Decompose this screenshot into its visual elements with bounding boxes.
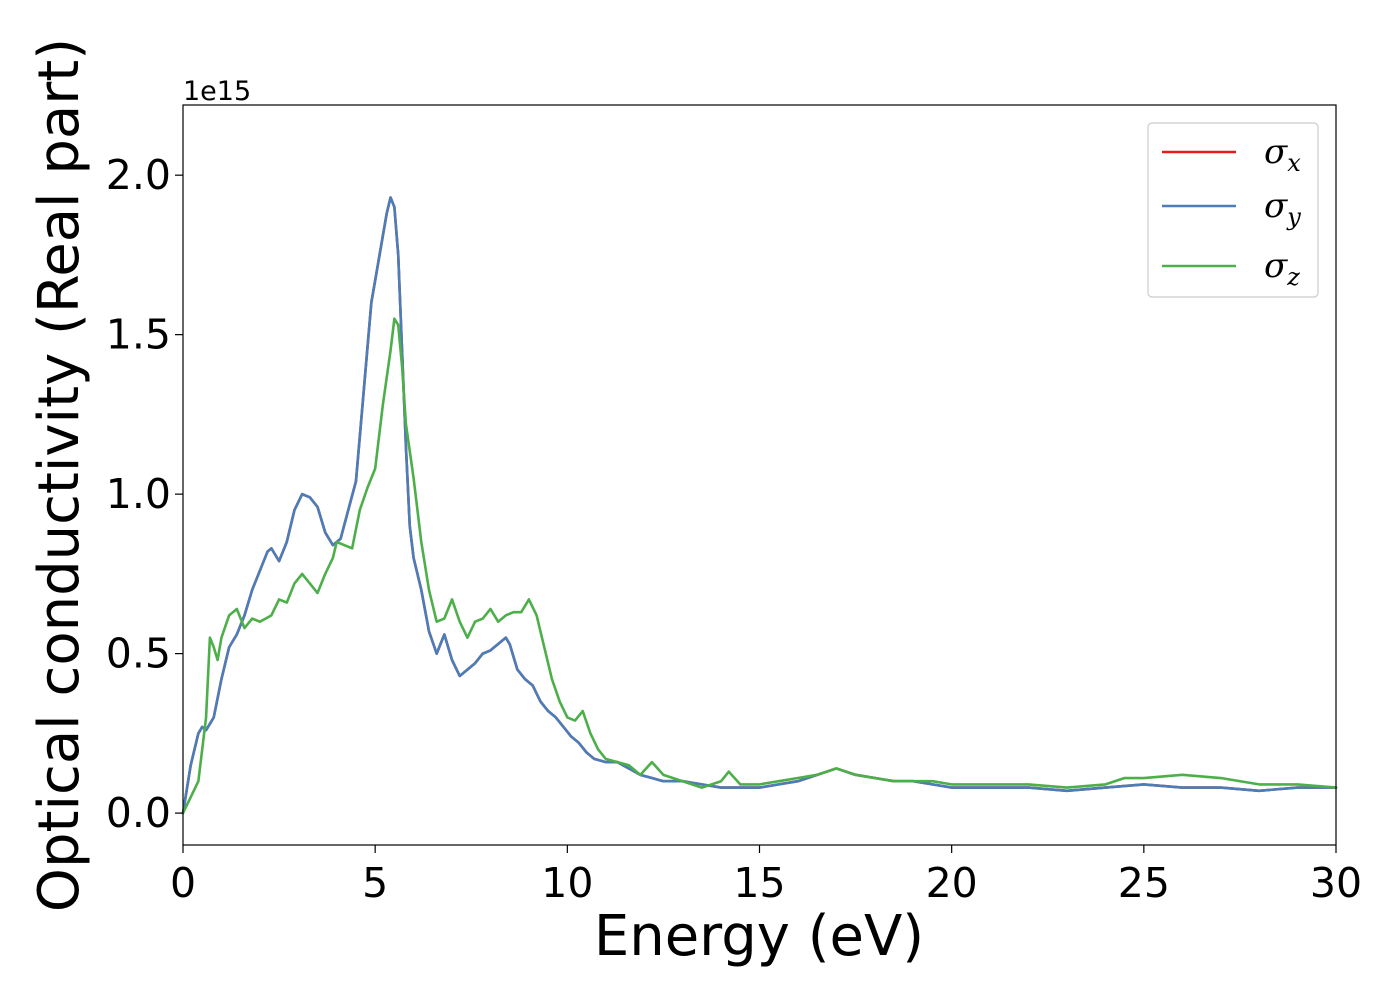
legend-label-sigma-y: σy <box>1264 186 1301 231</box>
legend-label-sigma-x: σx <box>1264 132 1301 177</box>
legend-entries: σx σy σz <box>1162 132 1301 291</box>
series-layer <box>181 196 1338 815</box>
y-offset-label: 1e15 <box>183 76 251 107</box>
x-tick-label: 30 <box>1310 859 1362 907</box>
y-tick-label: 0.0 <box>106 789 171 837</box>
y-axis-ticks: 0.0 0.5 1.0 1.5 2.0 <box>106 151 183 837</box>
y-tick-label: 0.5 <box>106 630 171 678</box>
x-tick-label: 20 <box>926 859 978 907</box>
series-line-sigma-z <box>181 317 1338 815</box>
x-tick-label: 25 <box>1118 859 1170 907</box>
y-axis-label: Optical conductivity (Real part) <box>27 38 92 912</box>
y-tick-label: 2.0 <box>106 151 171 199</box>
x-axis-label: Energy (eV) <box>594 904 924 969</box>
legend-label-sigma-z: σz <box>1264 246 1300 291</box>
x-tick-label: 0 <box>170 859 196 907</box>
y-tick-label: 1.5 <box>106 311 171 359</box>
x-tick-label: 5 <box>362 859 388 907</box>
legend-box <box>1147 122 1319 298</box>
y-tick-label: 1.0 <box>106 470 171 518</box>
legend: σx σy σz <box>1147 122 1319 298</box>
x-tick-label: 10 <box>541 859 593 907</box>
x-tick-label: 15 <box>733 859 785 907</box>
x-axis-ticks: 0 5 10 15 20 25 30 <box>170 845 1362 907</box>
